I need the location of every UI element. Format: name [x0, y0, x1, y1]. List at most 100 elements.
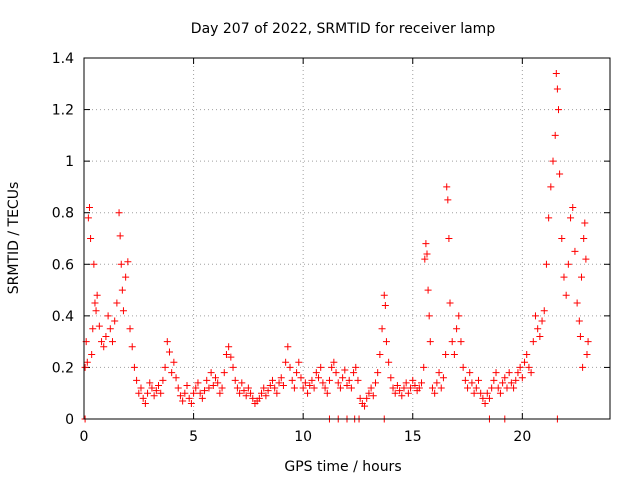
data-point	[453, 325, 461, 333]
data-point	[95, 322, 103, 330]
data-point	[361, 402, 369, 410]
data-point	[385, 358, 393, 366]
data-point	[122, 273, 130, 281]
data-point	[496, 389, 504, 397]
data-point	[306, 381, 314, 389]
data-point	[183, 381, 191, 389]
y-tick-label: 0	[65, 412, 74, 428]
data-point	[521, 358, 529, 366]
data-point	[402, 379, 410, 387]
data-point	[472, 384, 480, 392]
data-point	[450, 351, 458, 359]
data-point	[288, 376, 296, 384]
data-point	[569, 204, 577, 212]
data-point	[87, 235, 95, 242]
data-point	[218, 384, 226, 392]
data-point	[242, 392, 250, 400]
data-point	[422, 240, 430, 248]
data-point	[382, 338, 390, 346]
data-point	[89, 325, 97, 333]
data-point	[293, 369, 301, 377]
data-point	[88, 351, 96, 359]
data-point	[448, 338, 456, 346]
data-point	[371, 379, 379, 387]
data-point	[584, 338, 592, 346]
data-point	[98, 338, 106, 346]
data-point	[264, 387, 272, 395]
data-point	[279, 381, 287, 389]
data-point	[310, 384, 318, 392]
data-point	[201, 387, 209, 395]
data-point	[159, 376, 167, 384]
data-point	[345, 376, 353, 384]
data-point	[481, 400, 489, 408]
data-point	[503, 384, 511, 392]
data-point	[83, 358, 91, 366]
data-point	[92, 307, 100, 315]
data-point	[580, 235, 588, 242]
data-point	[556, 170, 564, 178]
data-point	[396, 387, 404, 395]
data-point	[146, 379, 154, 387]
data-point	[582, 255, 590, 263]
data-point	[85, 204, 93, 212]
data-point	[247, 389, 255, 397]
y-tick-label: 0.2	[52, 360, 74, 376]
data-point	[161, 363, 169, 371]
data-point	[505, 369, 513, 377]
data-point	[365, 389, 373, 397]
data-point	[443, 183, 451, 191]
data-point	[529, 338, 537, 346]
data-point	[222, 351, 230, 359]
y-tick-label: 0.8	[52, 206, 74, 222]
data-point	[144, 389, 152, 397]
data-point	[547, 183, 555, 191]
y-tick-label: 1.4	[52, 51, 74, 67]
data-point	[560, 273, 568, 281]
data-point	[100, 343, 108, 351]
data-point	[111, 317, 119, 325]
data-point	[249, 394, 257, 402]
data-point	[455, 312, 463, 320]
data-point	[376, 351, 384, 359]
data-point	[238, 379, 246, 387]
data-point	[470, 389, 478, 397]
data-point	[501, 374, 509, 382]
data-point	[240, 387, 248, 395]
data-point	[339, 374, 347, 382]
data-point	[549, 157, 557, 165]
data-point	[562, 291, 570, 299]
data-point	[284, 343, 292, 351]
data-point	[551, 131, 559, 139]
data-point	[354, 376, 362, 384]
data-point	[90, 260, 98, 268]
data-point	[431, 389, 439, 397]
y-tick-label: 1.2	[52, 103, 74, 119]
data-point	[301, 379, 309, 387]
data-point	[271, 384, 279, 392]
data-point	[475, 376, 482, 384]
data-point	[439, 374, 447, 382]
data-point	[433, 379, 441, 387]
data-point	[137, 384, 145, 392]
x-tick-label: 15	[404, 429, 422, 445]
data-point	[367, 384, 375, 392]
data-point	[442, 351, 450, 359]
data-point	[418, 379, 426, 387]
data-point	[336, 384, 344, 392]
data-point	[554, 106, 562, 114]
data-point	[328, 363, 336, 371]
data-point	[172, 374, 180, 382]
data-point	[304, 389, 312, 397]
data-point	[409, 376, 417, 384]
data-point	[400, 384, 408, 392]
data-point	[457, 338, 465, 346]
data-point	[459, 363, 467, 371]
x-tick-label: 5	[189, 429, 198, 445]
data-point	[113, 299, 121, 307]
data-point	[236, 389, 244, 397]
data-point	[130, 363, 138, 371]
data-point	[102, 332, 110, 340]
data-point	[579, 363, 587, 371]
data-point	[446, 299, 454, 307]
